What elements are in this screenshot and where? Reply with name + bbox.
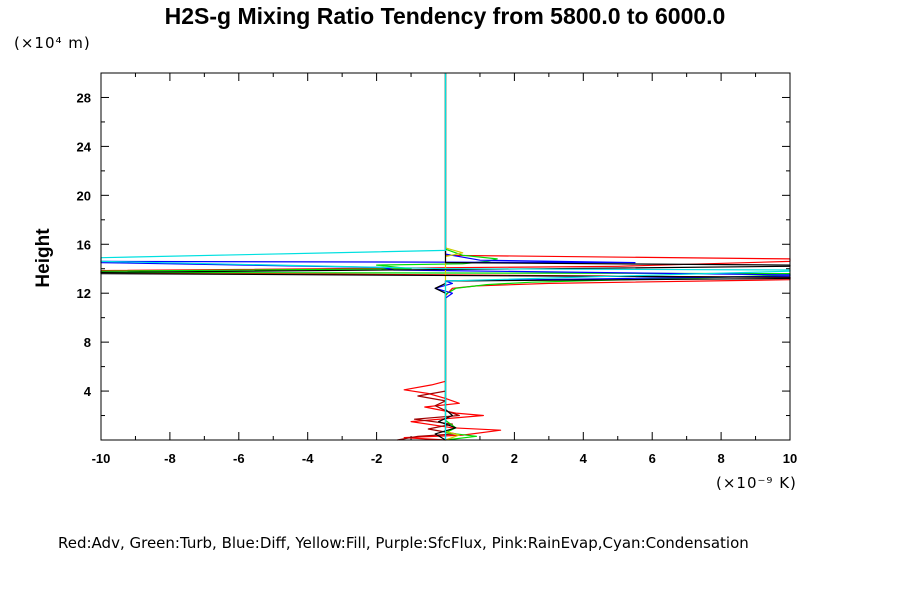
chart-title: H2S-g Mixing Ratio Tendency from 5800.0 … bbox=[165, 3, 726, 29]
y-tick-label: 24 bbox=[77, 139, 92, 154]
x-tick-label: 10 bbox=[783, 451, 797, 466]
y-axis-unit: (×10⁴ m) bbox=[14, 34, 91, 52]
x-tick-label: 2 bbox=[511, 451, 518, 466]
x-axis-unit: (×10⁻⁹ K) bbox=[716, 474, 797, 492]
x-tick-label: 8 bbox=[717, 451, 724, 466]
x-tick-label: -2 bbox=[371, 451, 383, 466]
x-tick-label: 4 bbox=[580, 451, 588, 466]
x-tick-label: -6 bbox=[233, 451, 245, 466]
y-tick-label: 4 bbox=[84, 384, 92, 399]
x-tick-label: -4 bbox=[302, 451, 314, 466]
x-tick-label: -8 bbox=[164, 451, 176, 466]
series-line-blue bbox=[100, 73, 791, 440]
y-tick-label: 28 bbox=[77, 90, 91, 105]
y-tick-label: 12 bbox=[77, 286, 91, 301]
x-tick-label: 6 bbox=[649, 451, 656, 466]
y-axis-label: Height bbox=[33, 228, 54, 288]
series-line-cyan bbox=[100, 73, 791, 440]
plot-frame bbox=[100, 72, 791, 441]
series-group bbox=[100, 73, 791, 441]
y-tick-label: 8 bbox=[84, 335, 91, 350]
legend-text: Red:Adv, Green:Turb, Blue:Diff, Yellow:F… bbox=[58, 534, 749, 552]
y-tick-label: 16 bbox=[77, 237, 91, 252]
series-line-darkred bbox=[397, 390, 460, 441]
y-tick-label: 20 bbox=[77, 188, 91, 203]
x-tick-label: 0 bbox=[442, 451, 449, 466]
x-tick-label: -10 bbox=[92, 451, 111, 466]
